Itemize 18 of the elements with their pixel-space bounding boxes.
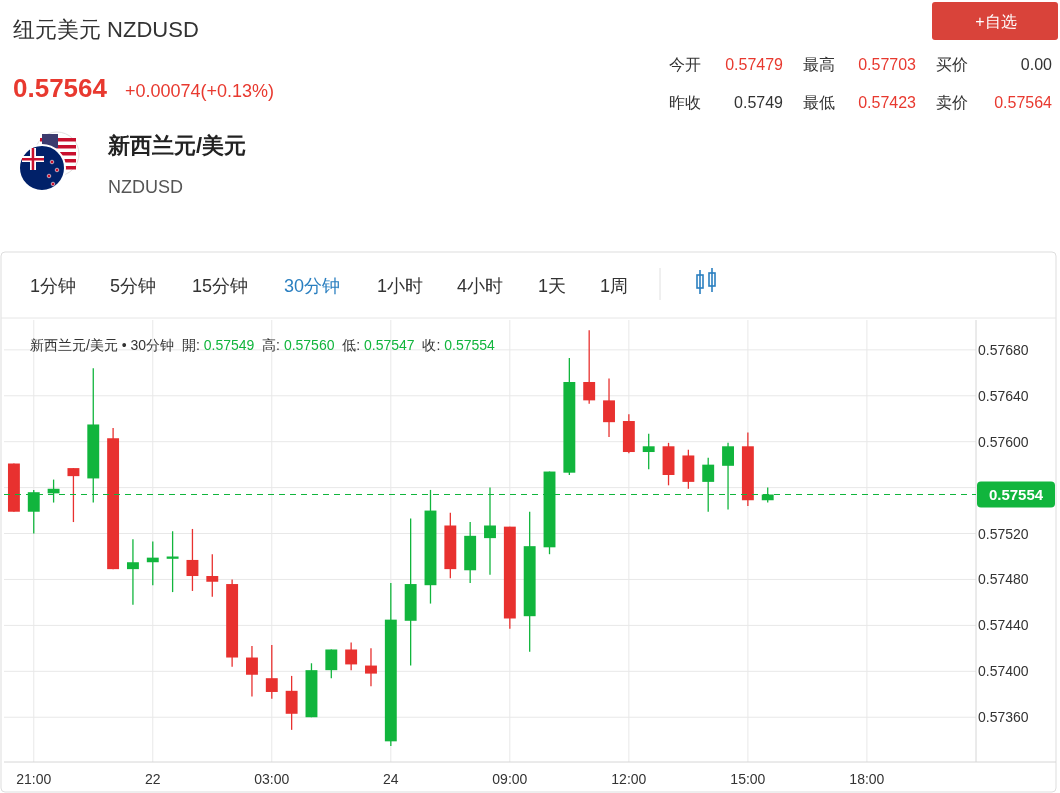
ytick: 0.57360 [978,709,1029,726]
ytick: 0.57400 [978,663,1029,680]
ytick: 0.57680 [978,341,1029,358]
xtick: 21:00 [16,771,52,787]
xtick: 03:00 [254,771,290,787]
xtick: 18:00 [849,771,885,787]
xtick: 09:00 [492,771,528,787]
title: 纽元美元 NZDUSD [13,17,199,42]
ytick: 0.57440 [978,617,1029,634]
xtick: 15:00 [730,771,766,787]
ytick: 0.57480 [978,571,1029,588]
xtick: 12:00 [611,771,647,787]
xtick: 22 [145,771,161,787]
ytick: 0.57600 [978,433,1029,450]
xtick: 24 [383,771,399,787]
ytick: 0.57520 [978,525,1029,542]
ytick: 0.57640 [978,387,1029,404]
subtitle: 新西兰元/美元 • 30分钟 開: 0.57549 高: 0.57560 低: 0.57547 收: 0.57554 [30,337,495,353]
